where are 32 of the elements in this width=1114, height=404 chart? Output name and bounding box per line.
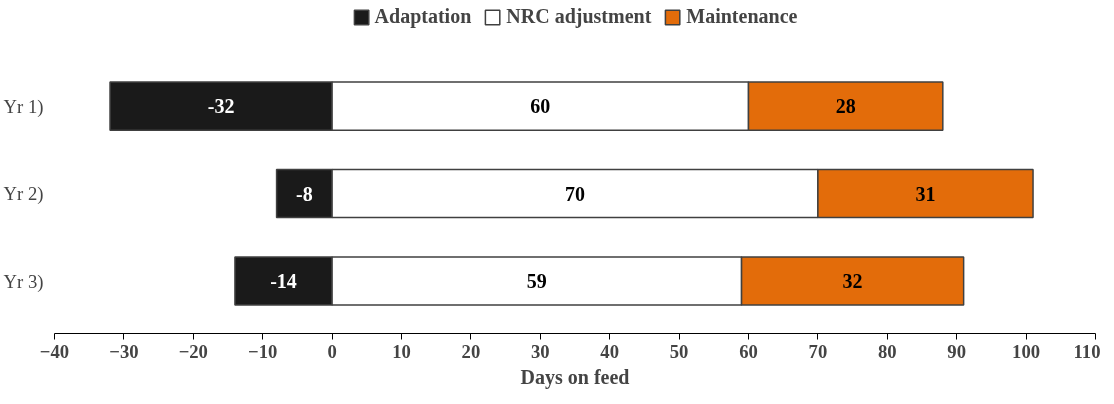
data-label: -8: [296, 182, 313, 205]
x-tick-label: 70: [808, 340, 828, 362]
data-label: 60: [530, 95, 551, 118]
x-tick-label: 80: [877, 340, 897, 362]
y-tick-label: Yr 3): [3, 270, 44, 293]
x-axis-title: Days on feed: [520, 365, 630, 389]
x-tick-label: 110: [1073, 340, 1101, 362]
data-label: 59: [526, 270, 547, 293]
x-tick-label: 100: [1012, 340, 1041, 362]
x-tick-label: −10: [248, 340, 278, 362]
data-label: -32: [207, 95, 235, 118]
legend-label: NRC adjustment: [506, 5, 652, 28]
x-tick-label: 40: [600, 340, 620, 362]
data-label: 28: [835, 95, 856, 118]
legend-label: Maintenance: [686, 5, 798, 28]
data-label: -14: [270, 270, 297, 293]
y-tick-label: Yr 2): [3, 183, 44, 206]
x-tick-label: 20: [461, 340, 481, 362]
x-tick-label: −40: [39, 340, 70, 362]
x-tick-label: 30: [530, 340, 550, 362]
x-tick-label: −30: [109, 340, 139, 362]
x-tick-label: −20: [178, 340, 208, 362]
data-label: 32: [842, 270, 863, 293]
data-label: 70: [565, 182, 585, 205]
x-tick-label: 10: [392, 340, 411, 362]
x-tick-label: 0: [327, 340, 337, 362]
data-label: 31: [915, 182, 936, 205]
x-tick-label: 50: [669, 340, 689, 362]
x-tick-label: 90: [947, 340, 967, 362]
x-tick-label: 60: [739, 340, 758, 362]
y-tick-label: Yr 1): [3, 95, 44, 118]
legend-label: Adaptation: [374, 5, 472, 28]
